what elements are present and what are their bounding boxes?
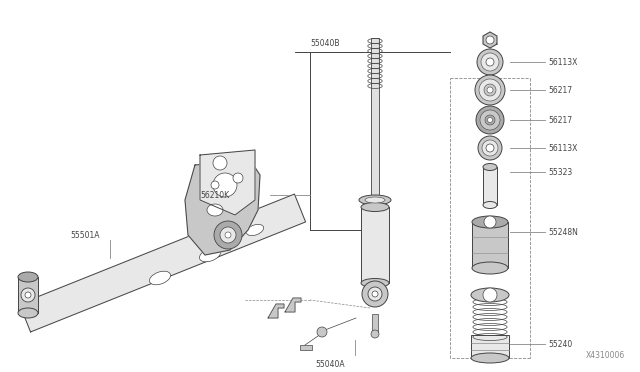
Polygon shape (285, 298, 301, 312)
Text: 55040A: 55040A (315, 360, 345, 369)
Circle shape (486, 36, 494, 44)
Bar (372, 314, 378, 334)
Bar (471, 335, 509, 358)
Text: 56113X: 56113X (548, 58, 577, 67)
Ellipse shape (359, 195, 391, 205)
Text: 56217: 56217 (548, 115, 572, 125)
Polygon shape (268, 304, 284, 318)
Ellipse shape (18, 308, 38, 318)
Circle shape (486, 58, 494, 66)
Circle shape (214, 221, 242, 249)
Circle shape (482, 140, 498, 156)
Bar (483, 167, 497, 205)
Circle shape (362, 281, 388, 307)
Ellipse shape (18, 272, 38, 282)
Circle shape (487, 87, 493, 93)
Circle shape (220, 227, 236, 243)
Circle shape (478, 136, 502, 160)
Polygon shape (200, 150, 255, 215)
Bar (18, 277, 38, 313)
Ellipse shape (150, 271, 170, 285)
Text: 55501A: 55501A (70, 231, 99, 240)
Circle shape (475, 75, 505, 105)
Polygon shape (483, 32, 497, 48)
Circle shape (481, 53, 499, 71)
Circle shape (484, 84, 496, 96)
Circle shape (213, 173, 237, 197)
Circle shape (479, 79, 501, 101)
Ellipse shape (471, 288, 509, 302)
Bar (371, 38, 379, 288)
Circle shape (368, 287, 382, 301)
Circle shape (480, 110, 500, 130)
Text: 56210K: 56210K (200, 190, 229, 199)
Ellipse shape (246, 224, 264, 235)
Circle shape (211, 181, 219, 189)
Circle shape (25, 292, 31, 298)
Circle shape (477, 49, 503, 75)
Polygon shape (19, 194, 305, 332)
Circle shape (372, 291, 378, 297)
Circle shape (488, 118, 493, 122)
Ellipse shape (207, 204, 223, 216)
Ellipse shape (472, 216, 508, 228)
Ellipse shape (365, 197, 385, 203)
Circle shape (233, 173, 243, 183)
Text: 55240: 55240 (548, 340, 572, 349)
Bar (472, 222, 508, 268)
Ellipse shape (361, 202, 389, 212)
Circle shape (476, 106, 504, 134)
Circle shape (484, 216, 496, 228)
Circle shape (371, 330, 379, 338)
Ellipse shape (200, 248, 221, 262)
Circle shape (485, 115, 495, 125)
Ellipse shape (483, 202, 497, 208)
Ellipse shape (361, 279, 389, 288)
Circle shape (213, 156, 227, 170)
Ellipse shape (483, 164, 497, 170)
Text: 56113X: 56113X (548, 144, 577, 153)
Circle shape (317, 327, 327, 337)
Circle shape (225, 232, 231, 238)
Bar (300, 345, 312, 350)
Text: 55248N: 55248N (548, 228, 578, 237)
Text: 55323: 55323 (548, 167, 572, 176)
Text: 55040B: 55040B (310, 39, 339, 48)
Circle shape (21, 288, 35, 302)
Polygon shape (185, 160, 260, 255)
Bar (361, 207, 389, 283)
Text: X4310006: X4310006 (586, 351, 625, 360)
Circle shape (483, 288, 497, 302)
Ellipse shape (472, 262, 508, 274)
Circle shape (486, 144, 494, 152)
Ellipse shape (471, 353, 509, 363)
Text: 56217: 56217 (548, 86, 572, 94)
